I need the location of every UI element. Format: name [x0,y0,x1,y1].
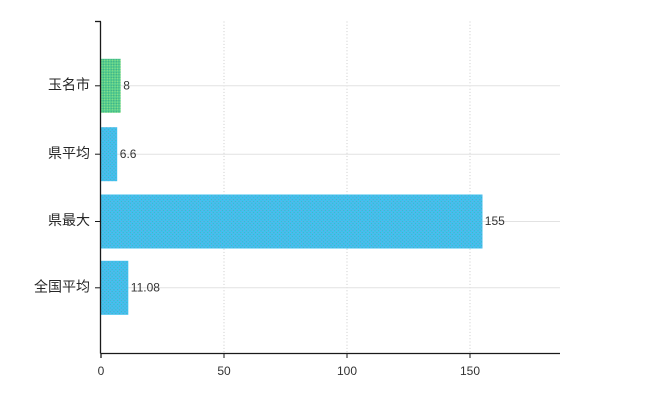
svg-text:全国平均: 全国平均 [34,279,90,295]
svg-text:6.6: 6.6 [120,147,137,161]
svg-text:150: 150 [460,364,480,378]
svg-text:玉名市: 玉名市 [48,77,90,93]
svg-text:155: 155 [485,214,505,228]
svg-text:11.08: 11.08 [131,281,160,295]
svg-text:8: 8 [123,79,130,93]
svg-text:50: 50 [217,364,231,378]
svg-text:県最大: 県最大 [48,212,90,228]
svg-text:県平均: 県平均 [48,145,90,161]
svg-text:100: 100 [337,364,357,378]
svg-text:0: 0 [98,364,105,378]
